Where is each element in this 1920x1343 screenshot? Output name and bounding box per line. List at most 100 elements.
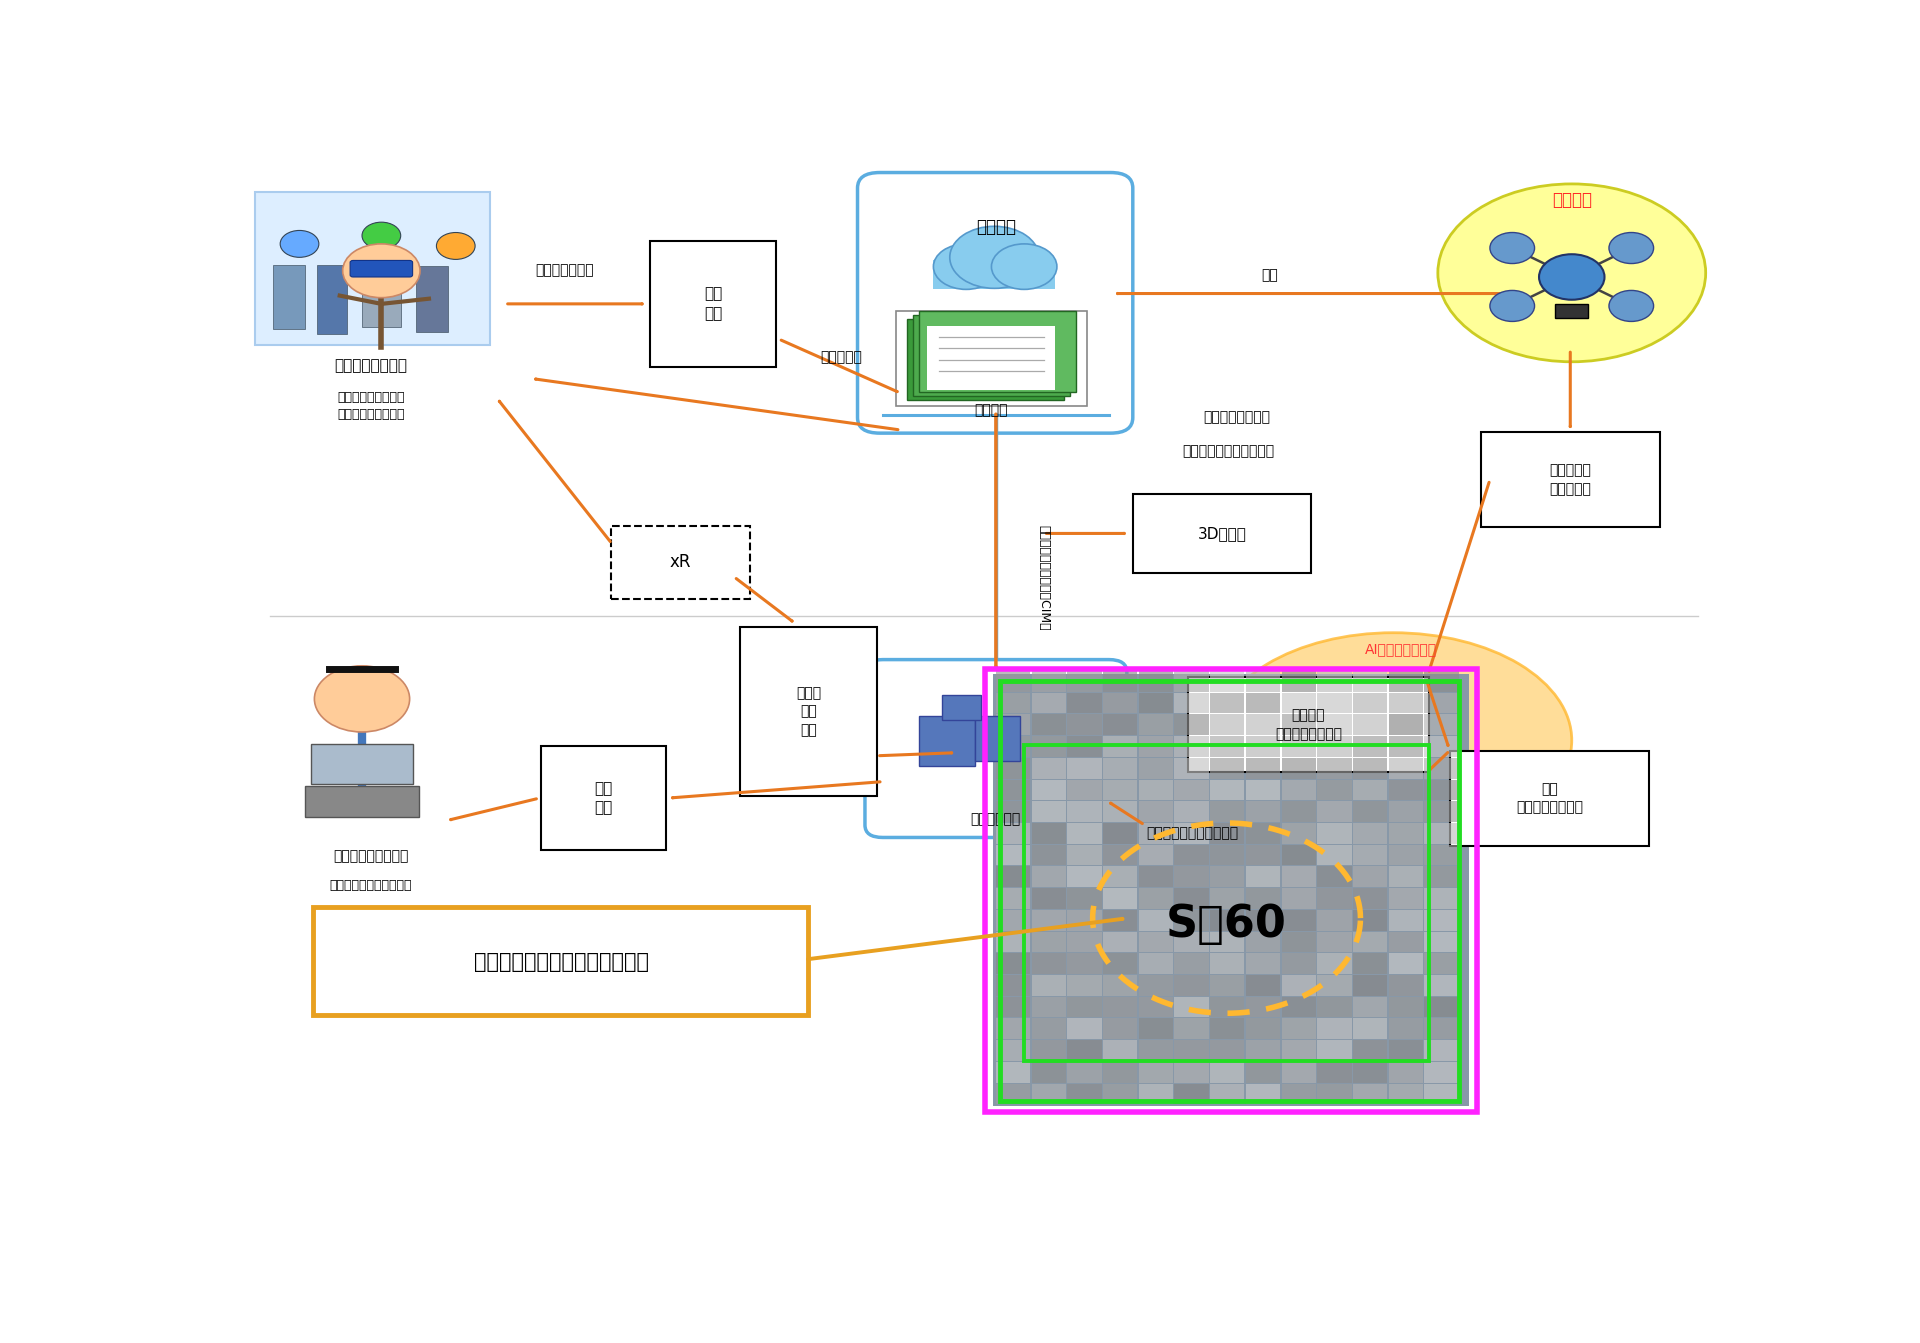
- FancyBboxPatch shape: [1425, 779, 1459, 800]
- FancyBboxPatch shape: [1246, 1084, 1281, 1104]
- FancyBboxPatch shape: [1031, 975, 1066, 995]
- Text: 図面・
設備
状況: 図面・ 設備 状況: [797, 686, 822, 737]
- FancyBboxPatch shape: [1102, 888, 1137, 909]
- FancyBboxPatch shape: [1425, 714, 1459, 735]
- Text: 更新・保存: 更新・保存: [820, 351, 862, 365]
- FancyBboxPatch shape: [1031, 997, 1066, 1018]
- FancyBboxPatch shape: [1068, 672, 1102, 692]
- FancyBboxPatch shape: [1425, 975, 1459, 995]
- Text: （例）ＡＩによるひび割れ検出: （例）ＡＩによるひび割れ検出: [474, 952, 649, 971]
- FancyBboxPatch shape: [1210, 757, 1244, 779]
- FancyBboxPatch shape: [1354, 714, 1388, 735]
- FancyBboxPatch shape: [1283, 757, 1315, 779]
- FancyBboxPatch shape: [1102, 672, 1137, 692]
- FancyBboxPatch shape: [1388, 888, 1423, 909]
- FancyBboxPatch shape: [1031, 1039, 1066, 1061]
- FancyBboxPatch shape: [1031, 954, 1066, 974]
- FancyBboxPatch shape: [1317, 888, 1352, 909]
- Text: 三次元モデル: 三次元モデル: [972, 813, 1021, 826]
- FancyBboxPatch shape: [1246, 909, 1281, 931]
- FancyBboxPatch shape: [1388, 845, 1423, 865]
- FancyBboxPatch shape: [1068, 736, 1102, 757]
- FancyBboxPatch shape: [1283, 1018, 1315, 1039]
- FancyBboxPatch shape: [1068, 1018, 1102, 1039]
- FancyBboxPatch shape: [1354, 757, 1388, 779]
- Text: xR: xR: [670, 553, 691, 571]
- Text: クラウド: クラウド: [975, 219, 1016, 236]
- FancyBboxPatch shape: [1354, 736, 1388, 757]
- FancyBboxPatch shape: [311, 744, 413, 784]
- FancyBboxPatch shape: [1354, 845, 1388, 865]
- FancyBboxPatch shape: [1246, 1039, 1281, 1061]
- FancyBboxPatch shape: [1425, 693, 1459, 713]
- FancyBboxPatch shape: [1317, 1039, 1352, 1061]
- FancyBboxPatch shape: [1317, 736, 1352, 757]
- FancyBboxPatch shape: [943, 694, 981, 720]
- FancyBboxPatch shape: [1175, 693, 1210, 713]
- FancyBboxPatch shape: [1246, 693, 1281, 713]
- FancyBboxPatch shape: [1317, 1062, 1352, 1082]
- FancyBboxPatch shape: [1210, 1039, 1244, 1061]
- FancyBboxPatch shape: [1210, 888, 1244, 909]
- Circle shape: [950, 227, 1039, 289]
- FancyBboxPatch shape: [1139, 845, 1173, 865]
- FancyBboxPatch shape: [1246, 736, 1281, 757]
- FancyBboxPatch shape: [1175, 954, 1210, 974]
- FancyBboxPatch shape: [1283, 714, 1315, 735]
- FancyBboxPatch shape: [1354, 1084, 1388, 1104]
- Circle shape: [363, 222, 401, 248]
- FancyBboxPatch shape: [1031, 823, 1066, 843]
- FancyBboxPatch shape: [996, 757, 1031, 779]
- FancyBboxPatch shape: [993, 674, 1469, 1107]
- FancyBboxPatch shape: [1425, 736, 1459, 757]
- Text: 変状のあった箇所の表示: 変状のあった箇所の表示: [1146, 826, 1238, 841]
- Circle shape: [315, 666, 409, 732]
- FancyBboxPatch shape: [1283, 975, 1315, 995]
- Circle shape: [1490, 290, 1534, 321]
- FancyBboxPatch shape: [996, 909, 1031, 931]
- FancyBboxPatch shape: [1031, 909, 1066, 931]
- FancyBboxPatch shape: [1139, 997, 1173, 1018]
- FancyBboxPatch shape: [1031, 693, 1066, 713]
- FancyBboxPatch shape: [1317, 757, 1352, 779]
- FancyBboxPatch shape: [1317, 954, 1352, 974]
- FancyBboxPatch shape: [1388, 823, 1423, 843]
- FancyBboxPatch shape: [1175, 1039, 1210, 1061]
- FancyBboxPatch shape: [1139, 866, 1173, 888]
- FancyBboxPatch shape: [1139, 693, 1173, 713]
- Text: 支障物の読み込み: 支障物の読み込み: [1204, 411, 1271, 424]
- FancyBboxPatch shape: [1031, 1062, 1066, 1082]
- FancyBboxPatch shape: [651, 240, 776, 367]
- FancyBboxPatch shape: [1210, 1084, 1244, 1104]
- FancyBboxPatch shape: [1388, 954, 1423, 974]
- FancyBboxPatch shape: [1031, 736, 1066, 757]
- FancyBboxPatch shape: [1354, 888, 1388, 909]
- FancyBboxPatch shape: [415, 266, 447, 332]
- FancyBboxPatch shape: [1388, 693, 1423, 713]
- FancyBboxPatch shape: [1175, 997, 1210, 1018]
- Circle shape: [1540, 254, 1605, 299]
- FancyBboxPatch shape: [1031, 779, 1066, 800]
- FancyBboxPatch shape: [1425, 866, 1459, 888]
- FancyBboxPatch shape: [1246, 1018, 1281, 1039]
- Text: 点検結果の即時確認: 点検結果の即時確認: [334, 849, 409, 864]
- FancyBboxPatch shape: [1425, 845, 1459, 865]
- FancyBboxPatch shape: [1031, 845, 1066, 865]
- FancyBboxPatch shape: [1175, 757, 1210, 779]
- FancyBboxPatch shape: [1317, 714, 1352, 735]
- FancyBboxPatch shape: [1210, 779, 1244, 800]
- FancyBboxPatch shape: [541, 747, 666, 850]
- FancyBboxPatch shape: [996, 672, 1031, 692]
- FancyBboxPatch shape: [1354, 932, 1388, 952]
- FancyBboxPatch shape: [1210, 845, 1244, 865]
- FancyBboxPatch shape: [996, 823, 1031, 843]
- Text: ドローン: ドローン: [1551, 192, 1592, 210]
- FancyBboxPatch shape: [1210, 1018, 1244, 1039]
- FancyBboxPatch shape: [1031, 757, 1066, 779]
- Circle shape: [342, 244, 420, 298]
- FancyBboxPatch shape: [1388, 1062, 1423, 1082]
- FancyBboxPatch shape: [1354, 1018, 1388, 1039]
- FancyBboxPatch shape: [1031, 866, 1066, 888]
- FancyBboxPatch shape: [1283, 779, 1315, 800]
- FancyBboxPatch shape: [1188, 677, 1428, 772]
